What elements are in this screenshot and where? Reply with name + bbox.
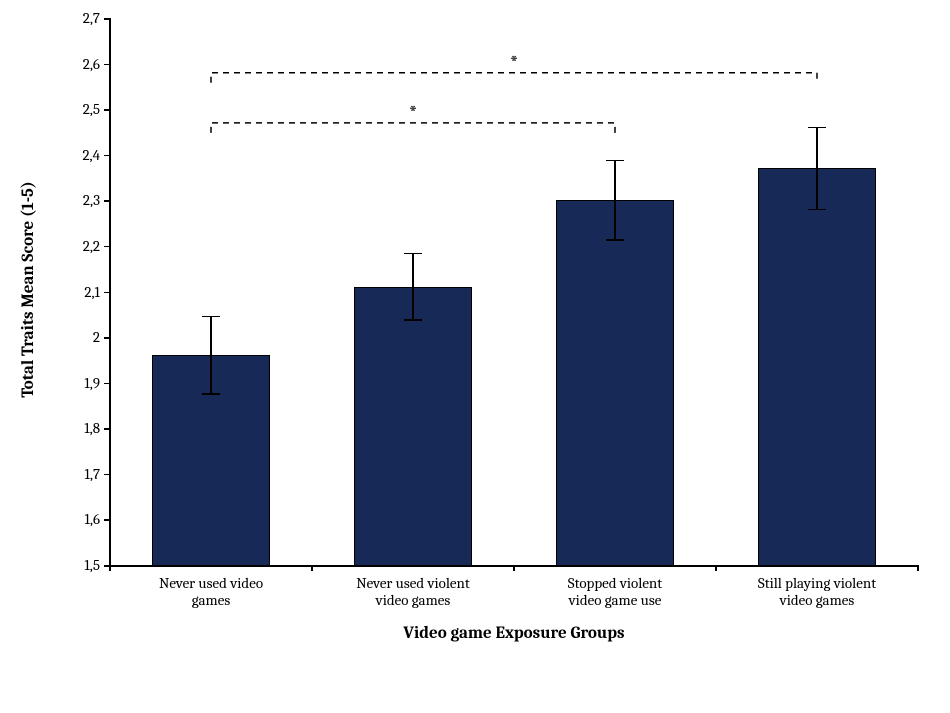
error-bar-cap xyxy=(606,239,624,241)
significance-star: * xyxy=(403,101,423,124)
significance-star: * xyxy=(504,51,524,74)
error-bar-cap xyxy=(404,253,422,255)
x-axis-title: Video game Exposure Groups xyxy=(110,624,918,643)
category-label-line1: Never used violent xyxy=(356,574,470,592)
category-label-line2: video games xyxy=(780,591,855,609)
y-tick-mark xyxy=(104,64,110,66)
y-tick-mark xyxy=(104,474,110,476)
x-tick-mark xyxy=(311,565,313,571)
y-tick-mark xyxy=(104,337,110,339)
y-tick-label: 2 xyxy=(93,328,100,346)
error-bar-cap xyxy=(808,127,826,129)
y-tick-mark xyxy=(104,109,110,111)
significance-bracket xyxy=(211,123,615,133)
y-tick-label: 1,5 xyxy=(84,556,100,574)
category-label: Never used videogames xyxy=(113,575,309,610)
y-tick-mark xyxy=(104,519,110,521)
category-label: Stopped violentvideo game use xyxy=(517,575,713,610)
x-tick-mark xyxy=(513,565,515,571)
y-tick-label: 2,3 xyxy=(83,191,100,209)
y-tick-label: 2,7 xyxy=(83,9,100,27)
y-tick-label: 2,2 xyxy=(83,237,100,255)
y-tick-mark xyxy=(104,292,110,294)
error-bar-stem xyxy=(210,317,212,394)
bar xyxy=(354,287,471,565)
error-bar-cap xyxy=(404,319,422,321)
bar xyxy=(758,168,875,565)
category-label: Never used violentvideo games xyxy=(315,575,511,610)
error-bar-cap xyxy=(202,316,220,318)
category-label-line1: Still playing violent xyxy=(758,574,876,592)
error-bar-stem xyxy=(412,254,414,321)
x-tick-mark xyxy=(715,565,717,571)
y-tick-label: 2,6 xyxy=(83,55,100,73)
category-label-line2: video game use xyxy=(569,591,662,609)
y-tick-mark xyxy=(104,246,110,248)
error-bar-cap xyxy=(202,393,220,395)
x-tick-mark xyxy=(917,565,919,571)
y-tick-mark xyxy=(104,200,110,202)
y-tick-label: 1,8 xyxy=(84,419,100,437)
category-label-line2: video games xyxy=(376,591,451,609)
category-label-line1: Never used video xyxy=(159,574,263,592)
error-bar-stem xyxy=(614,161,616,240)
y-tick-label: 2,1 xyxy=(84,283,100,301)
y-tick-label: 2,4 xyxy=(82,146,100,164)
error-bar-cap xyxy=(606,160,624,162)
error-bar-cap xyxy=(808,209,826,211)
category-label-line1: Stopped violent xyxy=(568,574,662,592)
chart-container: 1,5 1,6 1,7 1,8 1,9 2 2,1 2,2 2,3 2,4 2,5 2,6 2,7 Nev… xyxy=(0,0,950,713)
y-tick-label: 1,9 xyxy=(84,374,100,392)
bar xyxy=(556,200,673,565)
y-tick-label: 1,6 xyxy=(84,510,100,528)
y-tick-label: 1,7 xyxy=(84,465,100,483)
y-tick-label: 2,5 xyxy=(83,100,100,118)
significance-bracket xyxy=(211,73,817,83)
y-tick-mark xyxy=(104,428,110,430)
y-tick-mark xyxy=(104,383,110,385)
category-label-line2: games xyxy=(192,591,231,609)
y-axis-title: Total Traits Mean Score (1-5) xyxy=(19,16,38,563)
category-label: Still playing violentvideo games xyxy=(719,575,915,610)
y-tick-mark xyxy=(104,155,110,157)
error-bar-stem xyxy=(816,127,818,209)
x-tick-mark xyxy=(109,565,111,571)
y-tick-mark xyxy=(104,18,110,20)
